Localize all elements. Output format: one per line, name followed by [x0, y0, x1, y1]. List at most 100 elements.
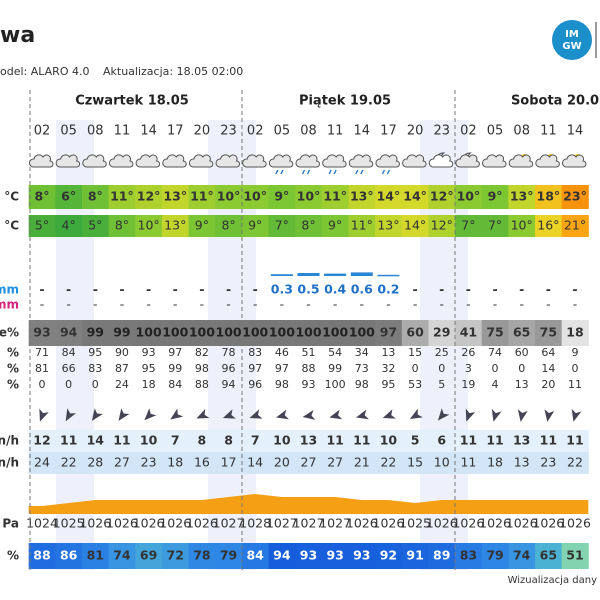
cell: 27 — [327, 455, 343, 470]
cell: 98 — [275, 378, 289, 391]
row-label: Pa — [2, 517, 19, 531]
cell: - — [492, 282, 497, 297]
cloud — [508, 154, 534, 168]
cell: 22 — [61, 455, 77, 470]
cell-band — [321, 320, 349, 346]
cell: 1027 — [319, 516, 351, 531]
cell: 13 — [513, 433, 530, 448]
cell-band — [375, 185, 403, 209]
cell: 10 — [273, 433, 291, 448]
cell: 0.4 — [324, 282, 346, 297]
cell: - — [519, 297, 524, 312]
cell: - — [253, 282, 258, 297]
cell: 15 — [407, 455, 423, 470]
cell-band — [375, 320, 403, 346]
cell: 7 — [251, 433, 260, 448]
cell: - — [546, 282, 551, 297]
cell: 60 — [515, 346, 529, 359]
cell-band — [401, 430, 429, 452]
weather-icon — [295, 154, 320, 175]
cell-band — [375, 543, 403, 569]
cell: 27 — [114, 455, 130, 470]
cell: - — [66, 297, 71, 312]
precip-bar — [324, 273, 347, 276]
cell-band — [108, 452, 136, 474]
cell-band — [268, 543, 296, 569]
cell: 26 — [461, 346, 475, 359]
cell: 1026 — [479, 516, 511, 531]
cell: 1026 — [373, 516, 405, 531]
weather-icon — [268, 154, 294, 175]
cell: 25 — [435, 346, 449, 359]
cell-band — [455, 452, 483, 474]
cell: - — [573, 297, 578, 312]
hour: 05 — [60, 124, 77, 139]
weather-icon — [55, 154, 81, 168]
cell: 29 — [433, 325, 450, 340]
cell: 100 — [322, 325, 348, 340]
hour: 08 — [300, 124, 317, 139]
cell-band — [481, 185, 509, 209]
cell-band — [401, 320, 429, 346]
cell: 0 — [92, 378, 99, 391]
cell-band — [428, 543, 456, 569]
cloud — [55, 154, 81, 168]
cell-band — [188, 543, 216, 569]
weather-icon — [375, 154, 400, 175]
cell-band — [455, 185, 483, 209]
cell: 96 — [222, 362, 236, 375]
cell: 65 — [540, 548, 557, 563]
cell-band — [481, 430, 509, 452]
cell: 95 — [381, 378, 395, 391]
cell: 11 — [460, 455, 476, 470]
cell: 60 — [406, 325, 424, 340]
cell-band — [561, 430, 589, 452]
cell: 1028 — [239, 516, 271, 531]
cell-band — [135, 185, 163, 209]
cell: - — [226, 282, 231, 297]
cell: 16° — [537, 218, 559, 233]
logo-text: GW — [562, 41, 581, 52]
cell: 18° — [537, 189, 561, 204]
cell-band — [295, 452, 323, 474]
wind-arrow — [465, 408, 476, 422]
cell-band — [188, 215, 216, 237]
cell-band — [135, 543, 163, 569]
wind-arrow — [437, 408, 450, 421]
weather-icon — [428, 152, 454, 168]
cell: 14 — [87, 433, 105, 448]
cell: 10° — [457, 189, 481, 204]
cell-band — [55, 215, 83, 237]
precip-bar — [377, 274, 400, 277]
cell-band — [81, 452, 110, 474]
cell-band — [161, 452, 190, 474]
cell: - — [546, 297, 551, 312]
cell-band — [295, 543, 323, 569]
cell: 93 — [300, 548, 317, 563]
cell-band — [455, 430, 483, 452]
cell: 11 — [566, 433, 583, 448]
cell-band — [561, 543, 589, 569]
cell: 0 — [39, 378, 46, 391]
row-label: n/h — [0, 434, 19, 448]
cell: 1025 — [53, 516, 85, 531]
wind-arrow — [302, 410, 316, 420]
precip-bar — [297, 273, 320, 276]
cell: 0 — [492, 362, 499, 375]
cell: 1027 — [213, 516, 245, 531]
cell: 7° — [461, 218, 475, 233]
cell: 14° — [377, 189, 401, 204]
cell: 20 — [541, 378, 555, 391]
cell: 0.5 — [297, 282, 319, 297]
row-label: °C — [4, 219, 19, 233]
cell-band — [428, 452, 456, 474]
cell: 11° — [351, 218, 373, 233]
cell: - — [146, 282, 151, 297]
cell: 1026 — [532, 516, 564, 531]
cell-band — [561, 452, 589, 474]
drops — [328, 169, 337, 175]
row-label: n/h — [0, 456, 19, 470]
cell: 41 — [460, 325, 477, 340]
drops — [275, 169, 284, 175]
hour: 08 — [87, 124, 104, 139]
